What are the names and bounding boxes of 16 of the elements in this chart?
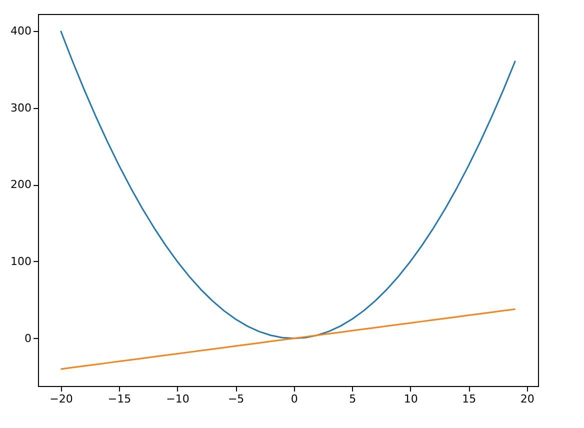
x-tick-label: 15: [462, 392, 476, 406]
y-tick-label: 300: [10, 101, 32, 114]
y-tick-label: 200: [10, 178, 32, 192]
x-tick-label: 0: [290, 392, 298, 406]
x-tick-label: 5: [349, 392, 356, 406]
x-tick-label: −10: [166, 392, 190, 406]
line-series: [60, 308, 516, 370]
y-tick-label: 400: [10, 24, 32, 38]
line-series: [60, 30, 516, 340]
x-tick-label: 10: [404, 392, 418, 406]
y-tick-label: 0: [24, 332, 32, 345]
x-tick-label: −15: [108, 392, 132, 406]
x-tick-label: −20: [50, 392, 73, 406]
x-tick-label: −5: [228, 392, 244, 406]
y-tick-label: 100: [10, 254, 32, 268]
x-tick-label: 20: [520, 392, 534, 406]
